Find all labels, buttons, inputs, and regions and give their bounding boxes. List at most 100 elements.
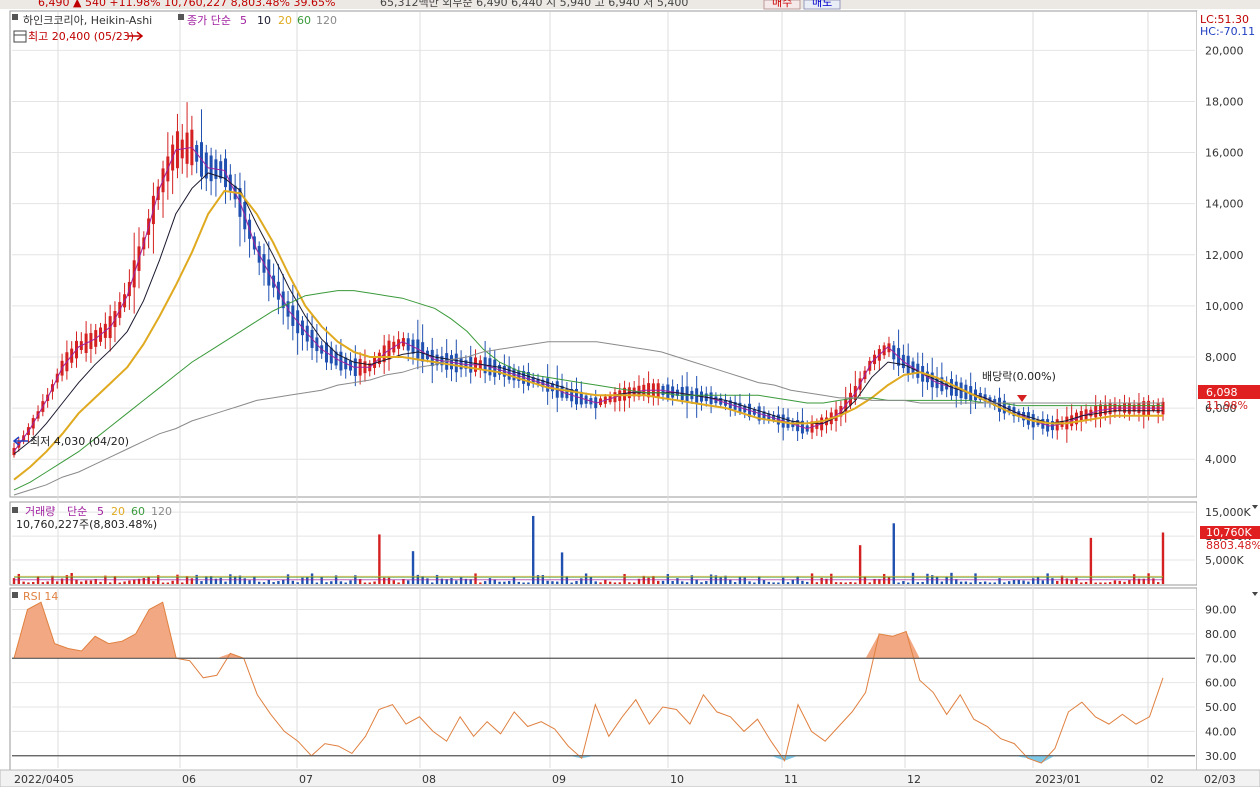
- rsi-y-tick: 80.00: [1205, 628, 1237, 641]
- volume-bar-up: [1123, 581, 1126, 584]
- volume-bar-down: [979, 582, 982, 584]
- volume-collapse-icon[interactable]: [1252, 505, 1258, 509]
- volume-bar-down: [310, 573, 314, 584]
- volume-bar-up: [1104, 582, 1107, 584]
- ma-period-60: 60: [297, 14, 311, 27]
- volume-bar-up: [56, 581, 59, 584]
- volume-bar-down: [224, 581, 227, 584]
- volume-bar-up: [632, 582, 636, 584]
- volume-menu-icon[interactable]: [12, 507, 18, 513]
- x-tick-label: 06: [182, 773, 196, 786]
- volume-bar-down: [666, 574, 670, 584]
- volume-bar-up: [75, 579, 78, 584]
- volume-bar-up: [368, 582, 371, 584]
- volume-bar-up: [1128, 580, 1131, 584]
- volume-bar-down: [902, 581, 905, 584]
- ma-menu-icon[interactable]: [178, 14, 184, 20]
- volume-ma-120: 120: [151, 505, 172, 518]
- volume-bar-down: [1041, 580, 1045, 584]
- volume-bar-up: [41, 582, 45, 584]
- volume-bar-up: [358, 579, 362, 584]
- ma-line-60: [13, 290, 1163, 491]
- volume-bar-down: [791, 579, 795, 584]
- x-tick-label: 07: [299, 773, 313, 786]
- volume-bar-up: [647, 577, 650, 584]
- volume-bar-down: [911, 572, 915, 584]
- volume-panel-header: 거래량 단순 5 20 60 120 10,760,227주(8,803.48%…: [12, 505, 172, 531]
- rsi-collapse-icon[interactable]: [1252, 592, 1258, 596]
- sell-button[interactable]: [803, 0, 841, 10]
- volume-bar-up: [657, 580, 660, 584]
- volume-bar-down: [219, 577, 222, 584]
- volume-bar-up: [604, 579, 607, 584]
- volume-bar-up: [373, 581, 376, 584]
- volume-bar-down: [738, 576, 742, 584]
- volume-bar-up: [1137, 578, 1141, 584]
- rsi-overbought-fill: [14, 602, 1163, 659]
- volume-bar-down: [955, 579, 958, 584]
- volume-bar-up: [1056, 580, 1059, 584]
- rsi-y-tick: 50.00: [1205, 701, 1237, 714]
- volume-bar-down: [959, 581, 963, 584]
- volume-pct-tag: 8803.48%: [1206, 539, 1260, 552]
- volume-bar-down: [998, 578, 1001, 584]
- volume-y-tick: 15,000K: [1205, 506, 1251, 519]
- volume-bar-down: [681, 581, 684, 584]
- x-tick-label: 02: [1150, 773, 1164, 786]
- volume-bar-up: [637, 578, 641, 584]
- volume-bar-down: [445, 579, 448, 584]
- volume-bar-down: [517, 581, 520, 584]
- volume-bar-up: [142, 578, 146, 584]
- buy-button-label: 매수: [772, 0, 792, 9]
- dividend-marker-icon: [1017, 395, 1027, 402]
- ma-period-20: 20: [278, 14, 292, 27]
- volume-bar-down: [570, 582, 573, 584]
- volume-bar-down: [1036, 577, 1040, 584]
- x-tick-label: 12: [907, 773, 921, 786]
- high-arrowhead-icon: [136, 31, 144, 41]
- volume-bar-up: [36, 576, 40, 584]
- rsi-menu-icon[interactable]: [12, 592, 18, 598]
- volume-bar-down: [411, 551, 415, 584]
- price-tag-group: 6,098 11.98%: [1198, 385, 1260, 412]
- moving-average-lines: [13, 146, 1163, 496]
- volume-bar-up: [844, 582, 847, 584]
- x-tick-label: 11: [784, 773, 798, 786]
- volume-bar-up: [118, 582, 121, 584]
- volume-bar-up: [849, 581, 852, 584]
- volume-bar-down: [551, 581, 554, 584]
- rsi-series: [12, 601, 1195, 764]
- volume-bar-up: [868, 582, 871, 584]
- volume-bar-up: [628, 582, 631, 584]
- volume-bar-down: [229, 574, 232, 584]
- volume-bar-down: [974, 573, 977, 584]
- volume-bar-down: [214, 578, 218, 584]
- calendar-icon[interactable]: [13, 30, 27, 43]
- volume-bar-up: [1089, 537, 1093, 584]
- buy-button[interactable]: [763, 0, 801, 10]
- price-y-tick: 18,000: [1205, 95, 1244, 108]
- volume-bar-up: [1161, 532, 1165, 584]
- volume-bar-down: [671, 581, 674, 584]
- volume-bar-down: [243, 578, 246, 584]
- volume-bar-up: [618, 582, 621, 584]
- volume-bar-down: [291, 580, 295, 584]
- volume-bar-down: [450, 578, 453, 584]
- volume-bar-up: [17, 573, 21, 584]
- volume-bar-down: [527, 582, 530, 584]
- volume-bar-up: [1070, 579, 1073, 584]
- panel-menu-icon[interactable]: [12, 14, 18, 20]
- price-y-tick: 4,000: [1205, 453, 1237, 466]
- volume-title: 거래량: [25, 505, 55, 518]
- volume-bar-up: [128, 580, 131, 584]
- volume-bar-down: [469, 579, 472, 584]
- volume-bar-up: [46, 581, 49, 584]
- volume-bar-up: [1108, 582, 1112, 584]
- volume-bar-up: [858, 545, 862, 584]
- volume-bar-down: [796, 576, 799, 584]
- volume-bar-down: [459, 577, 463, 584]
- volume-bar-up: [166, 582, 170, 584]
- volume-bar-up: [882, 573, 886, 584]
- rsi-line: [13, 601, 1164, 764]
